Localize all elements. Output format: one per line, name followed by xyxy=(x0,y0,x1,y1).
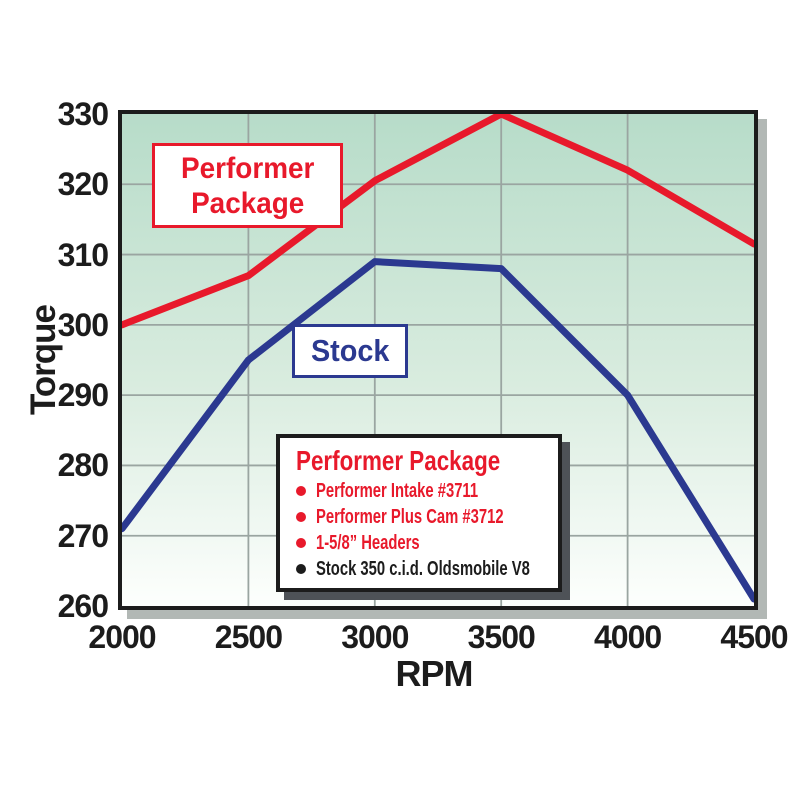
x-tick-label: 2000 xyxy=(88,619,156,655)
x-tick-label: 4000 xyxy=(594,619,662,655)
stock-label-box: Stock xyxy=(292,324,408,378)
y-tick-label: 330 xyxy=(57,96,109,132)
legend-item: Performer Intake #3711 xyxy=(296,478,544,504)
y-tick-label: 300 xyxy=(57,306,109,343)
x-tick-label: 4500 xyxy=(720,619,788,655)
bullet-icon xyxy=(296,538,306,548)
y-tick-label: 280 xyxy=(57,447,109,484)
legend-item-text: 1-5/8” Headers xyxy=(316,531,420,554)
stock-label-text: Stock xyxy=(310,333,390,368)
bullet-icon xyxy=(296,512,306,522)
x-tick-label: 2500 xyxy=(214,619,283,655)
legend-item: 1-5/8” Headers xyxy=(296,530,544,556)
y-tick-label: 260 xyxy=(57,588,109,624)
legend-box: Performer Package Performer Intake #3711… xyxy=(276,434,562,592)
legend-title: Performer Package xyxy=(296,445,501,476)
x-axis-title: RPM xyxy=(395,653,474,694)
bullet-icon xyxy=(296,564,306,574)
legend-item-text: Performer Plus Cam #3712 xyxy=(316,505,504,528)
legend-item: Stock 350 c.i.d. Oldsmobile V8 xyxy=(296,556,544,582)
y-tick-label: 270 xyxy=(57,517,109,554)
y-tick-label: 320 xyxy=(57,166,109,203)
plot-area: Performer Package Stock Performer Packag… xyxy=(118,110,758,610)
x-tick-label: 3000 xyxy=(341,619,409,655)
legend-item: Performer Plus Cam #3712 xyxy=(296,504,544,530)
x-tick-label: 3500 xyxy=(467,619,536,655)
series-line-stock xyxy=(122,258,754,603)
legend-item-text: Stock 350 c.i.d. Oldsmobile V8 xyxy=(316,557,530,580)
series-line-performer-package xyxy=(122,114,754,329)
legend-item-text: Performer Intake #3711 xyxy=(316,479,479,502)
performer-package-label-text: Performer Package xyxy=(180,151,315,220)
y-tick-label: 310 xyxy=(57,236,109,273)
performer-package-label-box: Performer Package xyxy=(152,143,343,228)
bullet-icon xyxy=(296,486,306,496)
y-tick-label: 290 xyxy=(57,377,109,414)
